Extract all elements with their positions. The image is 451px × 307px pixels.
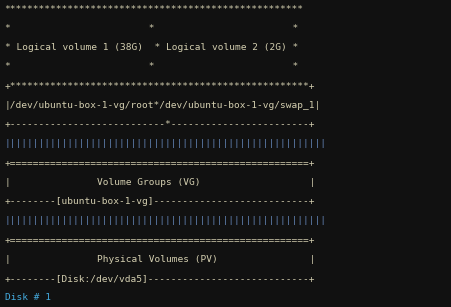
Text: +====================================================+: +=======================================… (5, 235, 314, 245)
Text: ****************************************************: ****************************************… (5, 5, 303, 14)
Text: ||||||||||||||||||||||||||||||||||||||||||||||||||||||||: ||||||||||||||||||||||||||||||||||||||||… (5, 139, 326, 148)
Text: *                        *                        *: * * * (5, 24, 297, 33)
Text: |               Physical Volumes (PV)                |: | Physical Volumes (PV) | (5, 255, 314, 264)
Text: +--------[ubuntu-box-1-vg]---------------------------+: +--------[ubuntu-box-1-vg]--------------… (5, 197, 314, 206)
Text: Disk # 1: Disk # 1 (5, 293, 51, 302)
Text: +--------[Disk:/dev/vda5]----------------------------+: +--------[Disk:/dev/vda5]---------------… (5, 274, 314, 283)
Text: +====================================================+: +=======================================… (5, 159, 314, 168)
Text: *                        *                        *: * * * (5, 62, 297, 72)
Text: ||||||||||||||||||||||||||||||||||||||||||||||||||||||||: ||||||||||||||||||||||||||||||||||||||||… (5, 216, 326, 225)
Text: * Logical volume 1 (38G)  * Logical volume 2 (2G) *: * Logical volume 1 (38G) * Logical volum… (5, 43, 297, 52)
Text: |               Volume Groups (VG)                   |: | Volume Groups (VG) | (5, 178, 314, 187)
Text: +****************************************************+: +***************************************… (5, 82, 314, 91)
Text: +---------------------------*------------------------+: +---------------------------*-----------… (5, 120, 314, 129)
Text: |/dev/ubuntu-box-1-vg/root*/dev/ubuntu-box-1-vg/swap_1|: |/dev/ubuntu-box-1-vg/root*/dev/ubuntu-b… (5, 101, 320, 110)
